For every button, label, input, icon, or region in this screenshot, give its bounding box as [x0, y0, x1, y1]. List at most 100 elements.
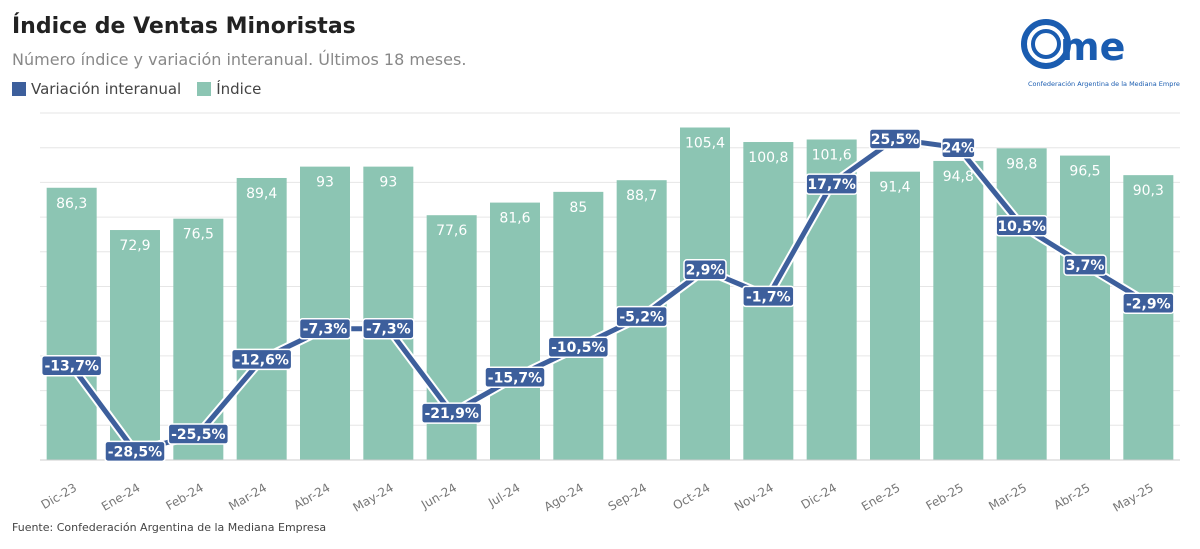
line-label: 24%: [941, 136, 976, 159]
x-tick-label: May-25: [1111, 480, 1156, 514]
x-tick-label: Feb-25: [923, 480, 965, 513]
line-label-box: [104, 440, 166, 463]
line-label-text: -15,7%: [488, 370, 542, 386]
line-label-box: [230, 348, 293, 371]
x-tick-label: Ago-24: [542, 480, 586, 514]
line-label: -13,7%: [40, 354, 103, 377]
x-tick-label: May-24: [351, 480, 396, 514]
legend-label: Variación interanual: [31, 80, 182, 98]
line-label-box: [484, 366, 546, 389]
svg-text:Confederación Argentina de la: Confederación Argentina de la Mediana Em…: [1028, 80, 1180, 88]
source-note: Fuente: Confederación Argentina de la Me…: [12, 521, 327, 534]
line-label-box: [995, 215, 1048, 237]
bar-label: 86,3: [56, 196, 87, 212]
bar: [1123, 175, 1174, 461]
bar: [680, 127, 730, 460]
line-label: -12,6%: [230, 348, 293, 371]
line-label: -7,3%: [298, 317, 352, 340]
bar-label: 101,6: [812, 147, 852, 163]
bar-label: 105,4: [685, 136, 725, 152]
line-label-box: [941, 136, 976, 159]
line-label-box: [167, 423, 230, 445]
bar: [1060, 155, 1110, 460]
x-tick-label: Dic-23: [39, 480, 80, 512]
bar-label: 93: [379, 175, 397, 191]
line-label-text: 24%: [942, 141, 976, 157]
bar-label: 72,9: [119, 238, 150, 254]
line-label-text: -21,9%: [424, 406, 478, 422]
legend-item-variacion: Variación interanual: [12, 80, 181, 98]
bar: [363, 166, 414, 461]
line-label: -5,2%: [615, 305, 668, 328]
line-label-text: -13,7%: [44, 359, 98, 375]
line-label-text: 10,5%: [997, 219, 1046, 235]
line-label-box: [742, 285, 795, 308]
bar: [933, 160, 984, 460]
line-label: 3,7%: [1063, 254, 1107, 276]
x-tick-label: Ene-24: [99, 480, 143, 513]
line-label-text: -28,5%: [108, 444, 162, 460]
line-label-box: [298, 317, 352, 340]
x-tick-label: Jun-24: [418, 480, 459, 512]
line-label-text: -2,9%: [1126, 296, 1171, 312]
bar: [870, 171, 920, 460]
line-label-box: [805, 173, 858, 195]
line-label-box: [1122, 292, 1175, 315]
x-tick-label: Jul-24: [485, 480, 522, 510]
x-tick-label: Oct-24: [671, 480, 713, 512]
bar: [236, 177, 287, 460]
line-label: -1,7%: [742, 285, 795, 308]
came-logo: me Confederación Argentina de la Mediana…: [1021, 19, 1180, 88]
line-label-text: -1,7%: [746, 289, 791, 305]
legend: Variación interanual Índice: [12, 80, 261, 98]
line-label: 2,9%: [683, 258, 727, 281]
line-label: 17,7%: [805, 173, 858, 195]
line-label-text: 2,9%: [686, 263, 725, 279]
chart-title: Índice de Ventas Minoristas: [12, 14, 356, 39]
legend-item-indice: Índice: [197, 80, 261, 98]
bar-label: 93: [316, 175, 334, 191]
bar-label: 89,4: [246, 186, 277, 202]
legend-swatch: [12, 82, 26, 96]
bar: [300, 166, 350, 461]
svg-text:me: me: [1060, 25, 1125, 69]
line-label-text: 17,7%: [807, 177, 856, 193]
line-label: 25,5%: [868, 128, 922, 150]
line-label-text: -7,3%: [303, 322, 348, 338]
bar: [46, 187, 97, 460]
bar-label: 91,4: [879, 180, 910, 196]
line-label: -15,7%: [484, 366, 546, 389]
line-label-text: -25,5%: [171, 427, 225, 443]
bar-label: 96,5: [1069, 164, 1100, 180]
bar: [996, 148, 1047, 460]
bar-label: 81,6: [499, 211, 530, 227]
x-tick-label: Nov-24: [732, 480, 776, 513]
line-label-text: 3,7%: [1066, 258, 1105, 274]
x-tick-label: Feb-24: [163, 480, 205, 513]
bar: [490, 202, 540, 460]
line-label-text: -7,3%: [366, 322, 411, 338]
bar-label: 88,7: [626, 188, 657, 204]
line-label: 10,5%: [995, 215, 1048, 237]
x-tick-label: Dic-24: [799, 480, 840, 512]
line-label-box: [420, 402, 483, 424]
line-label-text: -12,6%: [234, 352, 288, 368]
legend-label: Índice: [216, 80, 262, 98]
line-label: -2,9%: [1122, 292, 1175, 315]
x-tick-label: Ene-25: [859, 480, 903, 513]
line-label-box: [547, 336, 610, 358]
bar-label: 77,6: [436, 223, 467, 239]
line-label: -21,9%: [420, 402, 483, 424]
line-series: [69, 136, 1150, 454]
line-label: -7,3%: [362, 317, 415, 340]
bar: [553, 191, 604, 460]
bar-label: 100,8: [748, 150, 788, 166]
bar-label: 85: [569, 200, 587, 216]
bar-label: 90,3: [1133, 183, 1164, 199]
line-label-box: [40, 354, 103, 377]
bar-label: 76,5: [183, 227, 214, 243]
x-tick-label: Abr-25: [1051, 480, 1092, 512]
line-label-text: -10,5%: [551, 340, 605, 356]
